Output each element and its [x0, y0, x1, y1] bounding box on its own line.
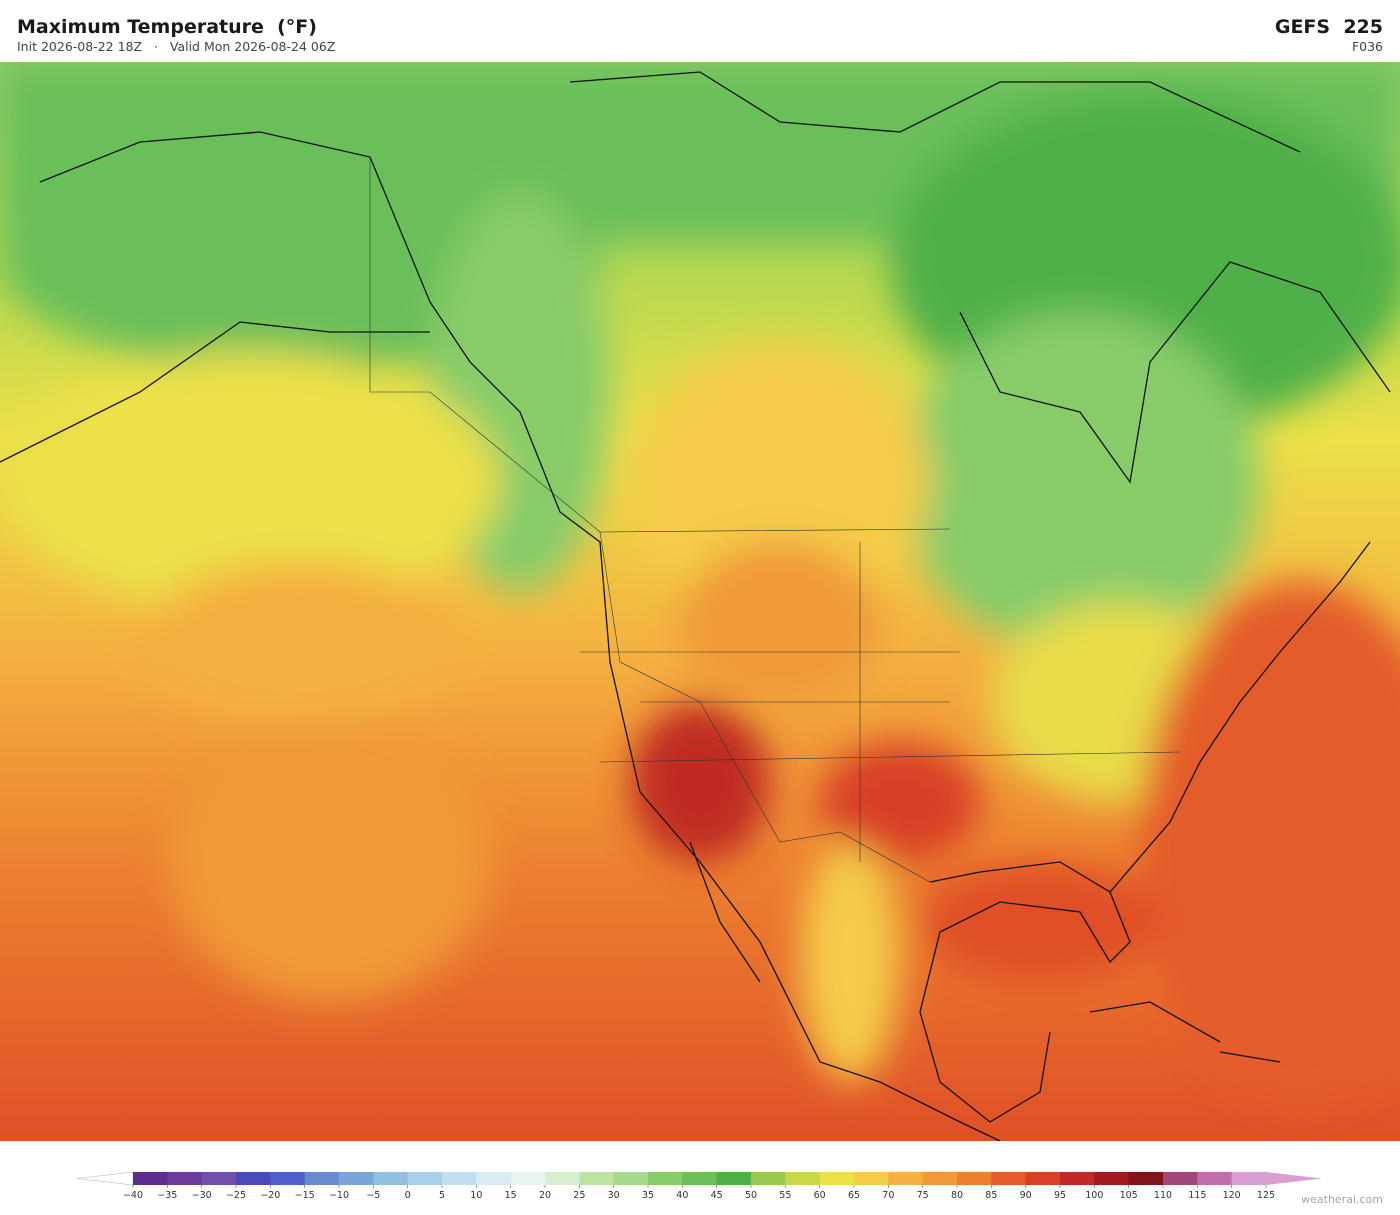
colorbar-swatch — [167, 1172, 203, 1185]
colorbar-tick-label: 40 — [676, 1190, 688, 1200]
colorbar-tick-label: 80 — [951, 1190, 963, 1200]
colorbar-swatch — [304, 1172, 340, 1185]
colorbar-tick-label: −15 — [295, 1190, 315, 1200]
colorbar-tick-label: 85 — [985, 1190, 997, 1200]
colorbar: −40 −35 −30 −25 −20 −15 −10 −5 0 5 10 15 20 25 30 35 40 4… — [76, 1171, 1322, 1200]
colorbar-tick-label: 75 — [917, 1190, 929, 1200]
coastlines — [0, 71, 1391, 1141]
colorbar-swatch — [270, 1172, 306, 1185]
colorbar-swatch — [613, 1172, 649, 1185]
borders — [369, 157, 1181, 883]
colorbar-swatch — [1197, 1172, 1233, 1185]
temperature-field — [0, 62, 1400, 1102]
colorbar-tick-label: 50 — [745, 1190, 757, 1200]
colorbar-swatch — [648, 1172, 683, 1185]
colorbar-swatch — [407, 1172, 443, 1185]
colorbar-tick-label: 55 — [779, 1190, 791, 1200]
colorbar-swatch — [991, 1172, 1027, 1185]
credit: weatherai.com — [1301, 1193, 1383, 1206]
colorbar-tick-label: −30 — [192, 1190, 212, 1200]
colorbar-tick-label: 115 — [1188, 1190, 1206, 1200]
colorbar-tick-label: 25 — [573, 1190, 585, 1200]
colorbar-tick-label: 35 — [642, 1190, 654, 1200]
colorbar-swatch — [510, 1172, 546, 1185]
colorbar-tick-label: −10 — [329, 1190, 349, 1200]
colorbar-swatch — [201, 1172, 237, 1185]
colorbar-swatch — [716, 1172, 752, 1185]
colorbar-swatch — [476, 1172, 512, 1185]
colorbar-swatch — [442, 1172, 477, 1185]
colorbar-tick-label: −25 — [226, 1190, 246, 1200]
colorbar-swatch — [1094, 1172, 1130, 1185]
colorbar-tick-label: 15 — [505, 1190, 517, 1200]
colorbar-tick-label: 60 — [814, 1190, 826, 1200]
colorbar-tick-label: 20 — [539, 1190, 551, 1200]
colorbar-tick-label: 105 — [1120, 1190, 1138, 1200]
colorbar-swatch — [339, 1172, 374, 1185]
colorbar-swatch — [854, 1172, 889, 1185]
colorbar-tick-label: 45 — [711, 1190, 723, 1200]
colorbar-tick-label: 120 — [1223, 1190, 1241, 1200]
colorbar-swatch — [888, 1172, 924, 1185]
colorbar-over — [1266, 1172, 1322, 1185]
colorbar-swatch — [579, 1172, 615, 1185]
colorbar-tick-label: 125 — [1257, 1190, 1275, 1200]
subtitle: Init 2026-08-22 18Z · Valid Mon 2026-08-… — [17, 39, 336, 54]
colorbar-tick-label: 70 — [882, 1190, 894, 1200]
colorbar-tick-label: 5 — [439, 1190, 445, 1200]
colorbar-swatch — [819, 1172, 855, 1185]
colorbar-tick-label: −20 — [260, 1190, 280, 1200]
colorbar-swatch — [785, 1172, 821, 1185]
colorbar-swatch — [1025, 1172, 1061, 1185]
title: Maximum Temperature (°F) — [17, 16, 317, 38]
colorbar-swatch — [751, 1172, 786, 1185]
colorbar-swatch — [1128, 1172, 1164, 1185]
model: GEFS 225 — [1274, 16, 1383, 38]
colorbar-swatch — [373, 1172, 409, 1185]
colorbar-swatch — [1163, 1172, 1198, 1185]
colorbar-swatch — [922, 1172, 958, 1185]
colorbar-tick-label: 0 — [405, 1190, 411, 1200]
colorbar-tick-label: −40 — [123, 1190, 143, 1200]
colorbar-swatch — [545, 1172, 580, 1185]
colorbar-swatch — [236, 1172, 271, 1185]
colorbar-swatch — [682, 1172, 718, 1185]
colorbar-tick-label: 95 — [1054, 1190, 1066, 1200]
colorbar-under — [76, 1171, 134, 1186]
colorbar-tick-label: 100 — [1085, 1190, 1103, 1200]
forecast-hour: F036 — [1351, 39, 1383, 54]
colorbar-tick-label: 110 — [1154, 1190, 1172, 1200]
colorbar-tick-label: 65 — [848, 1190, 860, 1200]
colorbar-tick-label: −5 — [366, 1190, 380, 1200]
colorbar-swatch — [1231, 1172, 1267, 1185]
colorbar-tick-label: −35 — [157, 1190, 177, 1200]
colorbar-swatch — [133, 1172, 168, 1185]
map — [0, 62, 1400, 1141]
colorbar-tick-label: 30 — [608, 1190, 620, 1200]
colorbar-swatch — [957, 1172, 992, 1185]
colorbar-tick-label: 10 — [470, 1190, 482, 1200]
colorbar-tick-label: 90 — [1020, 1190, 1032, 1200]
colorbar-swatch — [1060, 1172, 1095, 1185]
